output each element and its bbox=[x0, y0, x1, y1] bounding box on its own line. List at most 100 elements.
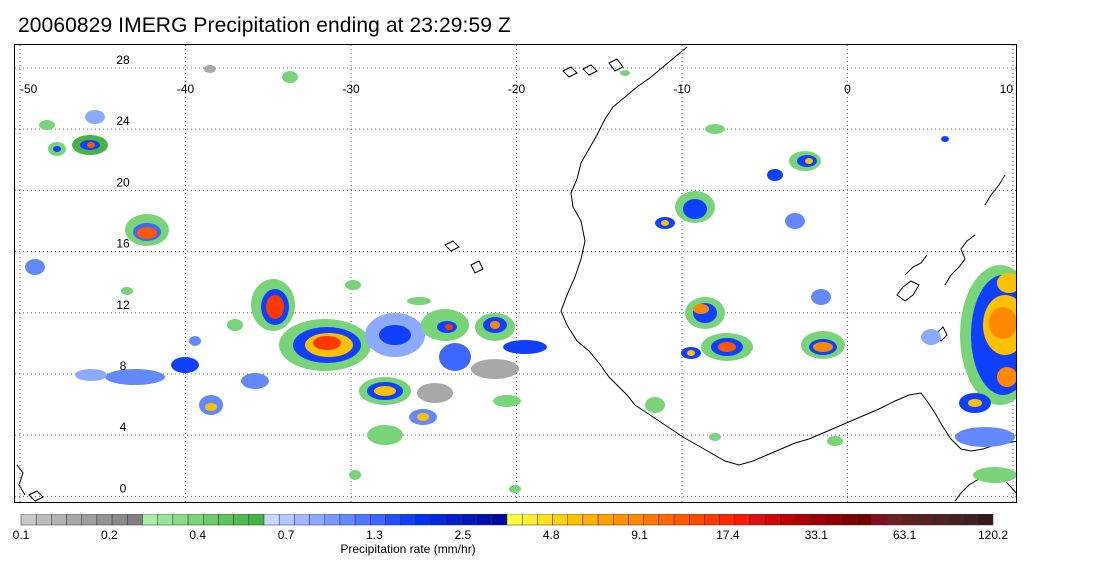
colorbar-swatch bbox=[734, 513, 751, 526]
colorbar-swatch bbox=[370, 513, 386, 526]
colorbar-swatch bbox=[430, 513, 447, 526]
colorbar-swatch bbox=[248, 513, 265, 526]
coastline bbox=[16, 46, 1016, 502]
colorbar-swatch bbox=[795, 513, 811, 526]
colorbar-swatch bbox=[400, 513, 417, 526]
colorbar-swatches bbox=[20, 513, 994, 526]
colorbar-swatch bbox=[172, 513, 189, 526]
colorbar-swatch bbox=[689, 513, 705, 526]
colorbar-swatch bbox=[871, 513, 887, 526]
colorbar-swatch bbox=[962, 513, 979, 526]
colorbar-swatch bbox=[840, 513, 857, 526]
lon-label: 10 bbox=[1000, 82, 1014, 96]
colorbar-swatch bbox=[233, 513, 250, 526]
colorbar-swatch bbox=[385, 513, 401, 526]
map-canvas: -50 -40 -30 -20 -10 0 10 28 24 20 16 12 8 4 0 bbox=[15, 45, 1016, 502]
lat-label: 8 bbox=[120, 359, 127, 373]
colorbar-swatch bbox=[278, 513, 295, 526]
colorbar-swatch bbox=[506, 513, 523, 526]
colorbar-swatch bbox=[476, 513, 493, 526]
colorbar-swatch bbox=[263, 513, 280, 526]
lat-label: 12 bbox=[116, 298, 130, 312]
lat-label: 20 bbox=[116, 175, 130, 189]
island-2 bbox=[582, 64, 598, 76]
colorbar-tick-label: 4.8 bbox=[542, 528, 560, 542]
colorbar-swatch bbox=[51, 513, 67, 526]
colorbar-tick-label: 1.3 bbox=[366, 528, 383, 542]
colorbar-swatch bbox=[203, 513, 219, 526]
map-title: 20060829 IMERG Precipitation ending at 2… bbox=[18, 14, 511, 37]
colorbar-swatch bbox=[537, 513, 553, 526]
colorbar-swatch bbox=[461, 513, 477, 526]
colorbar-title: Precipitation rate (mm/hr) bbox=[340, 542, 476, 556]
colorbar-swatch bbox=[582, 513, 599, 526]
colorbar-swatch bbox=[142, 513, 158, 526]
colorbar-swatch bbox=[780, 513, 796, 526]
colorbar-swatch bbox=[20, 513, 37, 526]
colorbar-swatch bbox=[309, 513, 325, 526]
lat-label: 4 bbox=[120, 420, 127, 434]
island-7 bbox=[28, 490, 44, 502]
precipitation-map: -50 -40 -30 -20 -10 0 10 28 24 20 16 12 8 4 0 bbox=[14, 44, 1017, 503]
precipitation-cells bbox=[25, 65, 1016, 493]
colorbar-swatch bbox=[977, 513, 994, 526]
colorbar-swatch bbox=[810, 513, 827, 526]
island-4 bbox=[444, 240, 460, 252]
colorbar-swatch bbox=[187, 513, 204, 526]
colorbar-swatch bbox=[764, 513, 781, 526]
island-5 bbox=[470, 260, 484, 274]
colorbar-swatch bbox=[613, 513, 629, 526]
colorbar-tick-label: 2.5 bbox=[454, 528, 472, 542]
colorbar-swatch bbox=[127, 513, 143, 526]
lat-label: 0 bbox=[120, 481, 127, 495]
axis-labels: -50 -40 -30 -20 -10 0 10 28 24 20 16 12 8 4 0 bbox=[20, 53, 1013, 495]
lat-label: 24 bbox=[116, 114, 130, 128]
colorbar-swatch bbox=[825, 513, 842, 526]
lat-label: 16 bbox=[116, 237, 130, 251]
coastal-inlet-3 bbox=[984, 174, 1006, 206]
colorbar-swatch bbox=[597, 513, 614, 526]
island-3 bbox=[608, 58, 624, 72]
colorbar-tick-label: 0.2 bbox=[101, 528, 118, 542]
colorbar-swatch bbox=[886, 513, 903, 526]
island-6 bbox=[16, 464, 26, 496]
colorbar-swatch bbox=[415, 513, 432, 526]
lon-label: -10 bbox=[673, 82, 691, 96]
colorbar-swatch bbox=[856, 513, 872, 526]
colorbar-swatch bbox=[916, 513, 933, 526]
colorbar-tick-label: 0.4 bbox=[189, 528, 207, 542]
lon-label: -50 bbox=[20, 82, 38, 96]
colorbar-swatch bbox=[96, 513, 113, 526]
africa-west-coast bbox=[560, 46, 1016, 466]
colorbar-swatch bbox=[704, 513, 720, 526]
graticule bbox=[15, 45, 1016, 502]
colorbar-swatch bbox=[567, 513, 584, 526]
lake-1 bbox=[896, 280, 920, 302]
colorbar-swatch bbox=[354, 513, 371, 526]
precipitation-colorbar: 0.1 0.2 0.4 0.7 1.3 2.5 4.8 9.1 17.4 33.1 63.1 120.… bbox=[13, 513, 1008, 542]
lat-label: 28 bbox=[116, 53, 130, 67]
colorbar-tick-label: 17.4 bbox=[716, 528, 740, 542]
lon-label: -20 bbox=[508, 82, 526, 96]
colorbar-tick-label: 0.7 bbox=[277, 528, 295, 542]
colorbar-swatch bbox=[947, 513, 963, 526]
lon-label: -40 bbox=[177, 82, 195, 96]
lon-label: 0 bbox=[844, 82, 851, 96]
colorbar-swatch bbox=[339, 513, 356, 526]
island-1 bbox=[562, 66, 578, 78]
colorbar-swatch bbox=[66, 513, 82, 526]
colorbar-swatch bbox=[901, 513, 918, 526]
colorbar-swatch bbox=[932, 513, 948, 526]
colorbar-swatch bbox=[658, 513, 675, 526]
colorbar-swatch bbox=[294, 513, 310, 526]
colorbar-tick-label: 9.1 bbox=[631, 528, 648, 542]
colorbar-swatch bbox=[324, 513, 341, 526]
colorbar-swatch bbox=[749, 513, 766, 526]
colorbar-swatch bbox=[521, 513, 538, 526]
colorbar-swatch bbox=[446, 513, 462, 526]
colorbar-swatch bbox=[35, 513, 52, 526]
colorbar-swatch bbox=[643, 513, 660, 526]
coastal-inlet-2 bbox=[904, 254, 928, 276]
colorbar-tick-label: 33.1 bbox=[804, 528, 828, 542]
colorbar-swatch bbox=[81, 513, 98, 526]
